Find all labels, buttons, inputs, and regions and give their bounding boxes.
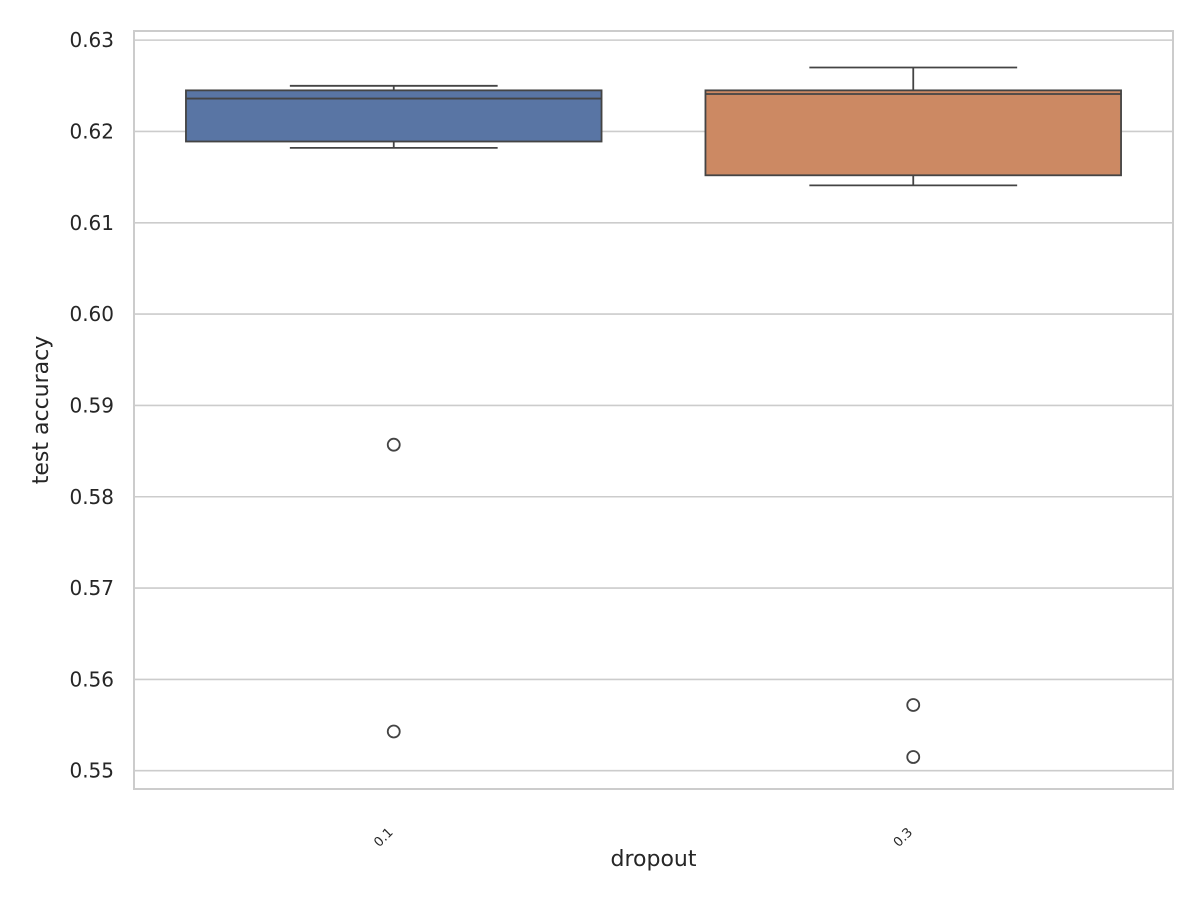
y-axis-label: test accuracy xyxy=(29,336,54,485)
x-tick-label: 0.3 xyxy=(891,825,916,850)
x-axis-label: dropout xyxy=(611,847,697,872)
outlier-point xyxy=(906,750,921,764)
grid-lines xyxy=(134,39,1173,772)
box-group xyxy=(185,84,603,739)
y-tick-label: 0.62 xyxy=(69,119,114,143)
y-tick-label: 0.57 xyxy=(69,576,114,600)
y-tick-label: 0.61 xyxy=(69,211,114,235)
y-tick-label: 0.63 xyxy=(69,28,114,52)
y-tick-label: 0.55 xyxy=(69,759,114,783)
y-tick-label: 0.56 xyxy=(69,667,114,691)
y-tick-labels: 0.55 0.56 0.57 0.58 0.59 0.60 0.61 0.62 0.63 xyxy=(69,28,114,783)
plot-frame xyxy=(133,30,1174,790)
outlier-point xyxy=(906,698,921,712)
y-tick-label: 0.59 xyxy=(69,393,114,417)
box-series xyxy=(185,66,1122,764)
box-iqr xyxy=(704,89,1122,177)
x-tick-label: 0.1 xyxy=(371,825,396,850)
y-tick-label: 0.60 xyxy=(69,302,114,326)
outlier-point xyxy=(386,437,401,452)
box-group xyxy=(704,66,1122,764)
outlier-point xyxy=(386,724,401,739)
y-tick-label: 0.58 xyxy=(69,485,114,509)
